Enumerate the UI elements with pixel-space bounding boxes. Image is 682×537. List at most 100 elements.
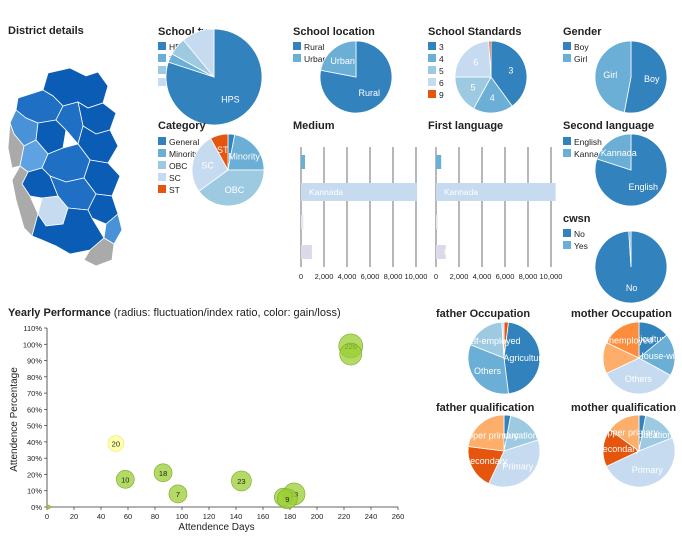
scatter-point[interactable] xyxy=(153,463,173,483)
father-occupation-slice-label: Self-employed xyxy=(463,336,521,346)
y-axis-title: Attendence Percentage xyxy=(9,367,20,472)
x-tick-label: 240 xyxy=(365,512,378,521)
gender-slice-label: Girl xyxy=(603,70,617,80)
medium-bar[interactable] xyxy=(301,183,418,201)
mother-qualification-slice-2[interactable] xyxy=(605,437,676,488)
father-qualification-slice-2[interactable] xyxy=(488,439,541,488)
mother-qualification-slice-4[interactable] xyxy=(609,414,640,452)
school-location-slice-label: Urban xyxy=(330,56,355,66)
legend-label: 9 xyxy=(439,90,444,100)
scatter-point[interactable] xyxy=(168,484,188,504)
category-slice-label: SC xyxy=(201,160,214,170)
scatter-point[interactable] xyxy=(46,504,51,510)
first-language-bar[interactable] xyxy=(436,155,442,169)
father-occupation-slice-3[interactable] xyxy=(470,321,505,359)
x-tick-label: 0 xyxy=(45,512,49,521)
yearly-performance-heading: Yearly Performance (radius: fluctuation/… xyxy=(8,307,341,319)
scatter-point[interactable] xyxy=(116,470,135,489)
second-language-slice-label: English xyxy=(629,182,659,192)
school-type-slice-3[interactable] xyxy=(182,28,215,79)
category-legend: General Minority OBC SC ST xyxy=(158,137,200,195)
school-location-slice-1[interactable] xyxy=(320,40,357,78)
second-language-slice-1[interactable] xyxy=(596,133,632,171)
school-standards-slice-4[interactable] xyxy=(488,40,492,78)
medium-bar-chart: 0 2,000 4,000 6,000 8,000 10,000 Kannada xyxy=(299,147,428,281)
y-tick-label: 40% xyxy=(27,438,42,447)
x-tick-label: 140 xyxy=(230,512,243,521)
father-qualification-slice-label: Secondary xyxy=(464,456,508,466)
school-standards-slice-label: 6 xyxy=(473,58,478,68)
father-qualification-slice-label: Education xyxy=(498,430,538,440)
school-standards-legend: 3 4 5 6 9 xyxy=(428,42,444,100)
gender-slice-1[interactable] xyxy=(594,40,632,113)
category-slice-2[interactable] xyxy=(198,169,265,207)
x-tick-label: 20 xyxy=(70,512,78,521)
second-language-pie: English Kannada xyxy=(594,133,668,207)
x-axis-title: Attendence Days xyxy=(178,522,254,533)
mother-qualification-pie: Education Primary Secondary Upper primary xyxy=(597,414,676,488)
category-slice-1[interactable] xyxy=(227,134,265,171)
mother-qualification-slice-label: Education xyxy=(632,430,672,440)
school-standards-slice-3[interactable] xyxy=(454,40,492,78)
x-tick-label: 0 xyxy=(434,272,438,281)
mother-occupation-slice-label: Agriculture xyxy=(626,334,669,344)
x-tick-label: 60 xyxy=(124,512,132,521)
gender-slice-0[interactable] xyxy=(623,40,668,114)
medium-bar[interactable] xyxy=(301,245,312,259)
legend-swatch xyxy=(158,42,166,50)
medium-bar[interactable] xyxy=(301,155,306,169)
scatter-point[interactable] xyxy=(107,435,125,452)
cwsn-slice-1[interactable] xyxy=(628,230,632,268)
legend-swatch xyxy=(293,42,301,50)
father-occupation-slice-1[interactable] xyxy=(503,321,541,395)
x-tick-label: 10,000 xyxy=(405,272,428,281)
legend-label: ST xyxy=(169,185,180,195)
school-standards-slice-0[interactable] xyxy=(490,40,528,107)
scatter-point[interactable] xyxy=(339,342,363,366)
medium-bar[interactable] xyxy=(301,215,304,229)
x-tick-label: 10,000 xyxy=(540,272,563,281)
legend-swatch xyxy=(428,66,436,74)
x-tick-label: 260 xyxy=(392,512,405,521)
category-slice-label: ST xyxy=(217,145,229,155)
mother-occupation-slice-label: Others xyxy=(625,374,653,384)
legend-swatch xyxy=(158,149,166,157)
category-slice-3[interactable] xyxy=(191,137,229,192)
school-location-pie: Rural Urban xyxy=(319,40,393,114)
scatter-point-label: 10 xyxy=(121,475,129,484)
father-occupation-title: father Occupation xyxy=(436,308,530,320)
scatter-point[interactable] xyxy=(231,470,252,492)
district-map[interactable] xyxy=(8,68,123,273)
father-qualification-slice-3[interactable] xyxy=(467,446,505,485)
second-language-title: Second language xyxy=(563,120,654,132)
y-tick-label: 110% xyxy=(23,324,42,333)
first-language-bar[interactable] xyxy=(436,183,556,201)
scatter-point[interactable] xyxy=(276,488,298,510)
father-occupation-slice-2[interactable] xyxy=(467,344,509,395)
mother-occupation-slice-1[interactable] xyxy=(638,334,676,376)
legend-label: Boy xyxy=(574,42,589,52)
father-occupation-slice-label: Others xyxy=(474,366,502,376)
gender-legend: Boy Girl xyxy=(563,42,589,64)
map-region-south-lightblue[interactable] xyxy=(103,213,123,245)
bar-label: Kannada xyxy=(444,187,478,197)
second-language-slice-label: Kannada xyxy=(601,148,637,158)
legend-label: General xyxy=(169,137,199,147)
school-standards-slice-1[interactable] xyxy=(473,76,513,114)
mother-occupation-slice-2[interactable] xyxy=(605,357,672,395)
father-qualification-slice-4[interactable] xyxy=(467,414,505,452)
mother-occupation-slice-4[interactable] xyxy=(605,321,640,359)
first-language-bar[interactable] xyxy=(436,245,446,259)
legend-swatch xyxy=(428,42,436,50)
school-location-slice-label: Rural xyxy=(359,88,381,98)
school-standards-slice-label: 4 xyxy=(490,93,495,103)
legend-swatch xyxy=(563,137,571,145)
legend-swatch xyxy=(563,42,571,50)
father-occupation-slice-4[interactable] xyxy=(501,321,505,359)
y-tick-label: 0% xyxy=(31,503,42,512)
first-language-bar[interactable] xyxy=(436,215,438,229)
category-slice-4[interactable] xyxy=(210,133,229,171)
map-region-south-grey[interactable] xyxy=(83,237,115,267)
